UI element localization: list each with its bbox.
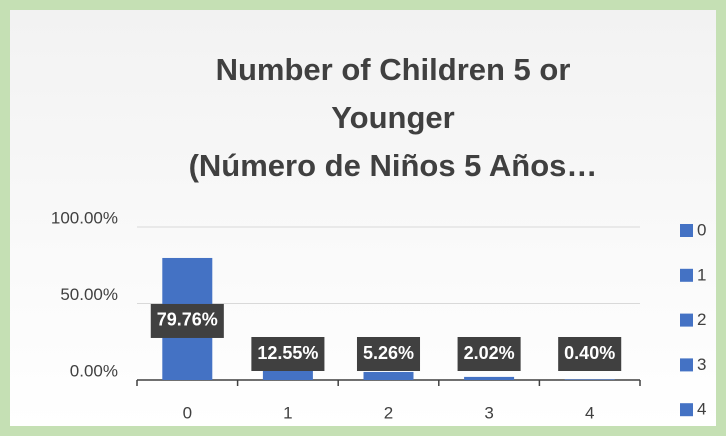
bar <box>464 376 515 380</box>
x-tick-label: 1 <box>283 403 292 422</box>
data-label: 0.40% <box>564 343 615 363</box>
legend-swatch <box>680 268 693 282</box>
data-label-box <box>251 337 325 371</box>
chart-content: Number of Children 5 or Younger (Número de… <box>51 52 707 422</box>
data-label-box <box>558 337 622 371</box>
legend-label: 1 <box>697 265 706 284</box>
data-label: 12.55% <box>257 343 318 363</box>
chart-title: (Número de Niños 5 Años… <box>189 148 598 183</box>
bar <box>564 379 615 380</box>
x-tick-label: 0 <box>183 403 192 422</box>
legend-swatch <box>680 224 693 237</box>
legend-swatch <box>680 313 693 327</box>
legend-label: 3 <box>697 355 706 374</box>
data-label-box <box>457 337 521 371</box>
legend-label: 2 <box>697 310 706 329</box>
y-tick-label: 50.00% <box>60 285 118 304</box>
data-label: 5.26% <box>363 343 414 363</box>
chart-title: Number of Children 5 or <box>216 52 571 87</box>
legend-label: 0 <box>697 220 706 239</box>
y-tick-label: 0.00% <box>70 361 118 380</box>
data-label: 2.02% <box>464 343 515 363</box>
legend-swatch <box>680 403 693 417</box>
x-tick-label: 3 <box>484 403 493 422</box>
data-label-box <box>150 303 224 338</box>
x-tick-label: 4 <box>585 403 594 422</box>
chart-title: Younger <box>331 100 454 135</box>
bar <box>363 371 414 380</box>
legend-swatch <box>680 358 693 372</box>
data-label-box <box>356 337 421 371</box>
x-tick-label: 2 <box>384 403 393 422</box>
data-label: 79.76% <box>157 310 218 330</box>
legend-label: 4 <box>697 400 706 419</box>
y-tick-label: 100.00% <box>51 208 118 227</box>
